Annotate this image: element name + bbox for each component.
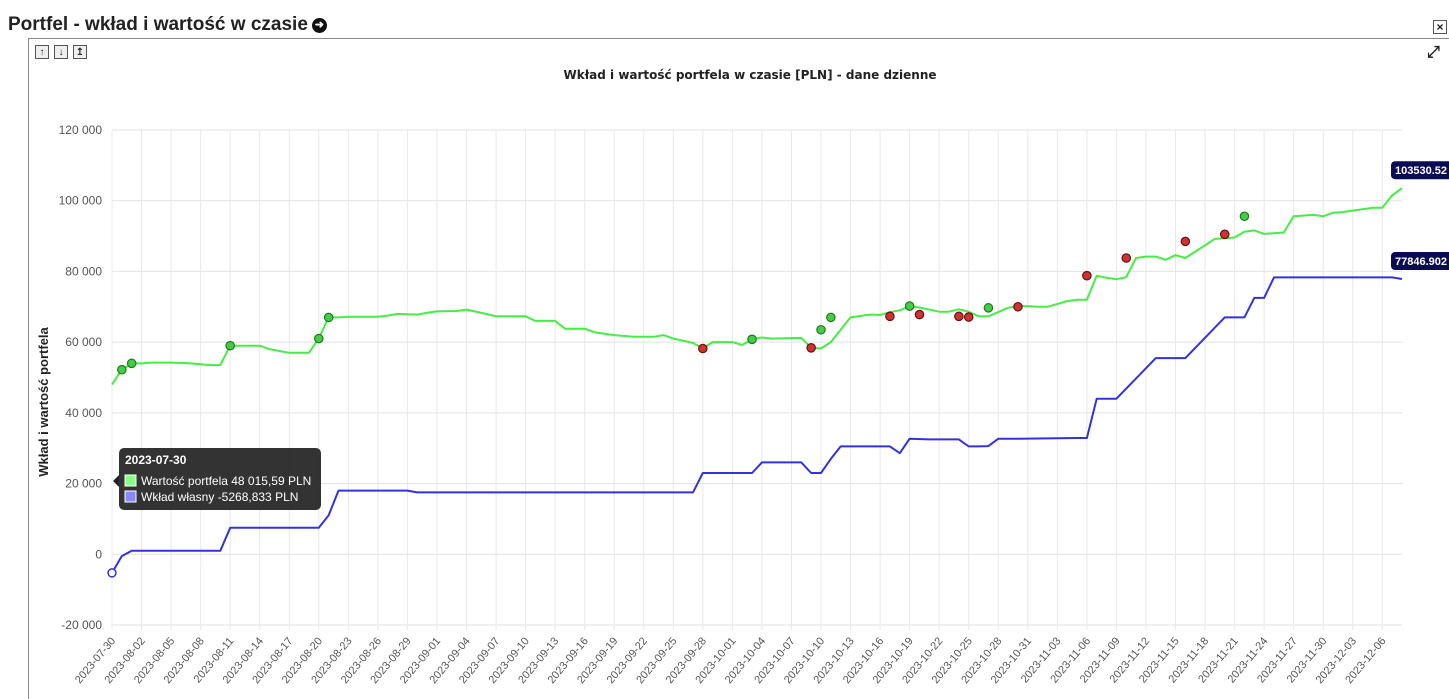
series-lines: [111, 187, 1403, 574]
page-title: Portfel - wkład i wartość w czasie ➜: [8, 14, 327, 36]
tooltip-swatch-value: [124, 474, 137, 487]
sell-marker[interactable]: [914, 309, 925, 320]
tooltip-swatch-contribution: [124, 490, 137, 503]
buy-marker[interactable]: [225, 340, 235, 351]
last-value-tag-contribution: 77846.902: [1395, 256, 1447, 268]
tooltip-box: [119, 448, 321, 510]
tooltip: 2023-07-30 Wartość portfela 48 015,59 PLN…: [113, 448, 321, 510]
value-series-line: [111, 187, 1403, 386]
buy-marker[interactable]: [1239, 211, 1250, 222]
page-title-text: Portfel - wkład i wartość w czasie: [8, 14, 308, 35]
tooltip-date: 2023-07-30: [125, 453, 187, 467]
close-button[interactable]: ×: [1433, 20, 1447, 34]
trade-markers: [107, 211, 1250, 578]
y-tick-label: -20 000: [61, 618, 102, 632]
y-tick-label: 120 000: [59, 123, 103, 137]
move-to-top-button[interactable]: ↥: [73, 45, 87, 59]
tooltip-pointer: [113, 475, 119, 487]
buy-marker[interactable]: [323, 312, 334, 323]
buy-marker[interactable]: [816, 324, 826, 335]
sell-marker[interactable]: [1013, 301, 1023, 312]
move-up-button[interactable]: ↑: [35, 45, 49, 59]
y-axis-label: Wkład i wartość portfela: [36, 326, 51, 476]
sell-marker[interactable]: [885, 311, 895, 322]
arrow-right-circle-icon[interactable]: ➜: [311, 18, 327, 33]
move-down-button[interactable]: ↓: [54, 45, 68, 59]
hover-point: [107, 568, 117, 578]
sell-marker[interactable]: [698, 343, 708, 354]
sell-marker[interactable]: [954, 311, 964, 322]
sell-marker[interactable]: [1180, 236, 1191, 247]
sell-marker[interactable]: [1082, 270, 1092, 281]
sell-marker[interactable]: [1121, 253, 1132, 263]
sell-marker[interactable]: [1219, 229, 1230, 240]
x-axis-ticks: 2023-07-302023-08-022023-08-052023-08-08…: [73, 635, 1389, 686]
last-value-tag-portfolio: 103530.52: [1395, 165, 1447, 177]
buy-marker[interactable]: [747, 334, 757, 345]
contribution-series-line: [111, 276, 1403, 574]
sell-marker[interactable]: [963, 312, 974, 322]
buy-marker[interactable]: [826, 312, 836, 323]
y-tick-label: 100 000: [59, 194, 103, 208]
y-tick-label: 40 000: [65, 406, 102, 420]
last-value-tag-bg: [1391, 252, 1449, 271]
tooltip-contribution-line: Wkład własny -5268,833 PLN: [141, 490, 298, 504]
buy-marker[interactable]: [117, 364, 127, 375]
buy-marker[interactable]: [983, 303, 994, 313]
chart-title: Wkład i wartość portfela w czasie [PLN] …: [564, 68, 937, 82]
buy-marker[interactable]: [126, 358, 137, 369]
y-axis-ticks: -20 000 0 20 000 40 000 60 000 80 000 100 000 1…: [59, 123, 103, 632]
last-value-tag-bg: [1391, 161, 1449, 180]
fullscreen-icon[interactable]: ⤢: [1427, 44, 1440, 61]
grid: [111, 129, 1402, 630]
sell-marker[interactable]: [806, 342, 816, 353]
buy-marker[interactable]: [904, 301, 915, 311]
tooltip-value-line: Wartość portfela 48 015,59 PLN: [141, 474, 311, 488]
chart-frame: [28, 38, 1449, 699]
buy-marker[interactable]: [313, 333, 324, 344]
last-value-tags: 103530.52 77846.902: [1391, 161, 1449, 271]
y-tick-label: 20 000: [65, 477, 102, 491]
y-tick-label: 0: [95, 547, 102, 561]
y-tick-label: 60 000: [65, 335, 102, 349]
y-tick-label: 80 000: [65, 264, 102, 278]
